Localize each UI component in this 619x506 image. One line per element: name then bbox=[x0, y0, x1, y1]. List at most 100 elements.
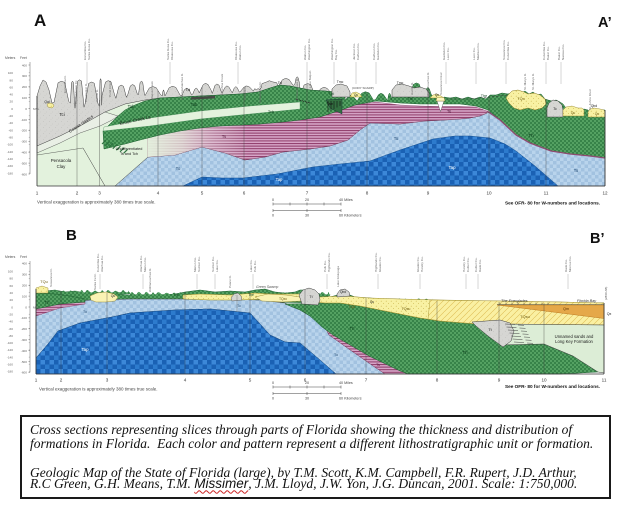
svg-text:-140: -140 bbox=[7, 355, 13, 359]
svg-text:Monroe Co.: Monroe Co. bbox=[568, 256, 572, 272]
svg-text:Withlacoochee R.: Withlacoochee R. bbox=[148, 268, 152, 292]
svg-text:Ochlockonee R.: Ochlockonee R. bbox=[295, 78, 299, 100]
svg-text:-100: -100 bbox=[7, 341, 13, 345]
svg-text:Jackson Co.: Jackson Co. bbox=[352, 43, 356, 60]
svg-text:10: 10 bbox=[486, 191, 492, 196]
svg-text:40 Miles: 40 Miles bbox=[339, 381, 353, 385]
svg-text:Apalachicola R.: Apalachicola R. bbox=[258, 81, 262, 103]
svg-text:Bruce Creek Ls: Bruce Creek Ls bbox=[119, 114, 152, 126]
svg-text:Florida Bay: Florida Bay bbox=[577, 299, 597, 303]
svg-text:Meters: Meters bbox=[5, 255, 16, 259]
svg-text:0: 0 bbox=[272, 198, 274, 202]
svg-text:11: 11 bbox=[544, 191, 549, 196]
svg-text:Tci: Tci bbox=[278, 81, 283, 85]
svg-text:-100: -100 bbox=[21, 316, 27, 320]
svg-text:Tap: Tap bbox=[81, 347, 89, 352]
svg-text:The: The bbox=[481, 94, 488, 98]
svg-text:100: 100 bbox=[8, 270, 13, 274]
svg-text:40: 40 bbox=[10, 291, 14, 295]
svg-text:2: 2 bbox=[60, 378, 63, 383]
svg-text:Columbia Co.: Columbia Co. bbox=[542, 41, 546, 60]
svg-text:Washington Co.: Washington Co. bbox=[330, 38, 334, 60]
svg-text:Okaloosa Co.: Okaloosa Co. bbox=[234, 41, 238, 60]
svg-text:Big Coldwater Cr.: Big Coldwater Cr. bbox=[74, 80, 78, 104]
svg-text:Vertical exaggeration is appro: Vertical exaggeration is approximately 3… bbox=[39, 387, 158, 392]
svg-text:Walton Co.: Walton Co. bbox=[238, 45, 242, 60]
svg-text:-40: -40 bbox=[9, 121, 14, 125]
svg-text:-80: -80 bbox=[9, 136, 14, 140]
svg-text:Madison Co.: Madison Co. bbox=[476, 42, 480, 60]
svg-text:Suwannee River: Suwannee River bbox=[439, 72, 443, 95]
svg-text:Santa Fe R.: Santa Fe R. bbox=[93, 273, 97, 290]
svg-text:-20: -20 bbox=[9, 313, 14, 317]
svg-text:0: 0 bbox=[11, 107, 13, 111]
svg-text:8: 8 bbox=[436, 378, 439, 383]
svg-text:St. Johns River: St. Johns River bbox=[588, 89, 592, 110]
svg-text:See OFR- 80 for W-numbers and: See OFR- 80 for W-numbers and locations. bbox=[505, 201, 600, 206]
svg-text:Yellow R.: Yellow R. bbox=[95, 89, 99, 102]
svg-text:Polk Co.: Polk Co. bbox=[253, 260, 257, 272]
svg-text:Qbd: Qbd bbox=[340, 290, 346, 294]
svg-text:Suwannee Co.: Suwannee Co. bbox=[502, 40, 506, 60]
svg-text:Lake Istokpoga: Lake Istokpoga bbox=[336, 266, 340, 287]
svg-text:Alachua Co.: Alachua Co. bbox=[100, 255, 104, 272]
svg-text:Feet: Feet bbox=[20, 56, 27, 60]
svg-text:300: 300 bbox=[22, 273, 27, 277]
svg-text:TQsu: TQsu bbox=[402, 307, 411, 311]
svg-text:100: 100 bbox=[8, 71, 13, 75]
svg-text:Okaloosa Co.: Okaloosa Co. bbox=[170, 41, 174, 60]
svg-text:200: 200 bbox=[22, 284, 27, 288]
svg-text:Tmc: Tmc bbox=[337, 80, 344, 84]
svg-text:-20: -20 bbox=[9, 114, 14, 118]
svg-text:Collier Co.: Collier Co. bbox=[466, 257, 470, 272]
svg-text:Tab: Tab bbox=[128, 104, 135, 109]
svg-text:Tci: Tci bbox=[186, 88, 191, 92]
svg-text:30: 30 bbox=[305, 397, 309, 401]
svg-text:300: 300 bbox=[22, 74, 27, 78]
svg-text:400: 400 bbox=[22, 262, 27, 266]
svg-text:Qal: Qal bbox=[44, 100, 49, 104]
svg-text:Sumter Co.: Sumter Co. bbox=[197, 256, 201, 272]
svg-text:Alachua Co.: Alachua Co. bbox=[139, 255, 143, 272]
svg-text:Withlacoochee R.: Withlacoochee R. bbox=[426, 72, 430, 96]
svg-text:A: A bbox=[34, 11, 46, 30]
svg-text:Tap: Tap bbox=[276, 177, 283, 182]
svg-text:-200: -200 bbox=[21, 327, 27, 331]
svg-text:Hendry Co.: Hendry Co. bbox=[462, 256, 466, 272]
svg-text:To: To bbox=[237, 304, 241, 308]
svg-text:-120: -120 bbox=[7, 150, 13, 154]
svg-text:Undifferentiated: Undifferentiated bbox=[116, 147, 143, 151]
svg-text:Santa Rosa Co.: Santa Rosa Co. bbox=[87, 38, 91, 60]
svg-text:Columbia Co.: Columbia Co. bbox=[506, 41, 510, 60]
svg-text:-160: -160 bbox=[7, 164, 13, 168]
svg-text:-180: -180 bbox=[7, 370, 13, 374]
svg-text:40: 40 bbox=[10, 93, 14, 97]
svg-text:20: 20 bbox=[10, 298, 14, 302]
svg-text:Escambia Co.: Escambia Co. bbox=[83, 41, 87, 60]
svg-text:Qx: Qx bbox=[607, 312, 612, 316]
svg-text:Glades Co.: Glades Co. bbox=[378, 256, 382, 272]
svg-text:Choctawhatchee R.: Choctawhatchee R. bbox=[180, 73, 184, 100]
svg-text:TQu: TQu bbox=[40, 280, 47, 284]
svg-text:20: 20 bbox=[305, 198, 309, 202]
svg-text:Tt: Tt bbox=[488, 328, 492, 332]
svg-text:4: 4 bbox=[157, 191, 160, 196]
svg-text:-100: -100 bbox=[21, 118, 27, 122]
svg-text:TQu: TQu bbox=[349, 305, 356, 309]
svg-text:-600: -600 bbox=[21, 172, 27, 176]
svg-text:Tht: Tht bbox=[328, 92, 334, 96]
svg-text:To: To bbox=[334, 352, 339, 357]
svg-text:-300: -300 bbox=[21, 338, 27, 342]
svg-text:Tmc: Tmc bbox=[397, 81, 404, 85]
svg-text:6: 6 bbox=[304, 378, 307, 383]
svg-text:Ts: Ts bbox=[222, 134, 227, 139]
svg-text:Gadsden Co.: Gadsden Co. bbox=[376, 42, 380, 60]
svg-text:200: 200 bbox=[22, 85, 27, 89]
svg-text:1: 1 bbox=[36, 191, 39, 196]
svg-text:0: 0 bbox=[25, 305, 27, 309]
svg-text:TQsu: TQsu bbox=[520, 314, 530, 319]
svg-text:Highlands Co.: Highlands Co. bbox=[327, 252, 331, 272]
svg-text:St. Marys R.: St. Marys R. bbox=[531, 73, 535, 90]
svg-text:Leon Co.: Leon Co. bbox=[446, 47, 450, 60]
svg-text:-40: -40 bbox=[9, 320, 14, 324]
